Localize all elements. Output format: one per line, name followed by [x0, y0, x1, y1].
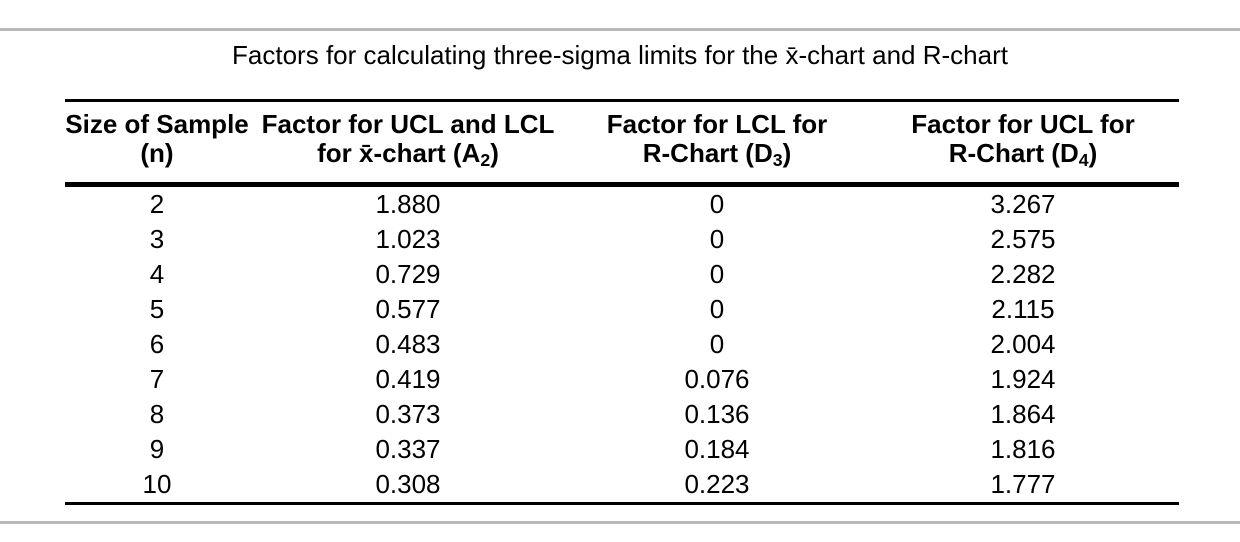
header-line1: Size of Sample — [65, 109, 249, 139]
table-cell-d4: 2.282 — [990, 259, 1056, 289]
table-cell-n: 4 — [149, 259, 165, 289]
table-cell-d4: 3.267 — [990, 189, 1056, 219]
table-cell-a2: 0.729 — [375, 259, 441, 289]
table-cell-d4: 1.816 — [990, 434, 1056, 464]
table-cell-d3: 0 — [709, 294, 725, 324]
table-cell-d3: 0 — [709, 259, 725, 289]
table-row: 3 1.023 0 2.575 — [65, 222, 1179, 257]
table-cell-a2: 0.419 — [375, 364, 441, 394]
table-cell-d4: 2.004 — [990, 329, 1056, 359]
table-row: 10 0.308 0.223 1.777 — [65, 467, 1179, 504]
table-cell-n: 10 — [142, 469, 172, 499]
table-cell-d3: 0 — [709, 224, 725, 254]
factors-table-container: Size of Sample (n) Factor for UCL and LC… — [65, 99, 1179, 505]
table-cell-d4: 1.924 — [990, 364, 1056, 394]
table-cell-a2: 0.483 — [375, 329, 441, 359]
table-cell-a2: 1.880 — [375, 189, 441, 219]
table-cell-d3: 0.184 — [684, 434, 750, 464]
table-cell-a2: 0.308 — [375, 469, 441, 499]
table-header-row: Size of Sample (n) Factor for UCL and LC… — [65, 100, 1179, 187]
table-row: 6 0.483 0 2.004 — [65, 327, 1179, 362]
table-row: 2 1.880 0 3.267 — [65, 185, 1179, 223]
table-cell-d3: 0.076 — [684, 364, 750, 394]
header-line2: R-Chart (D4) — [948, 138, 1098, 171]
table-cell-a2: 0.373 — [375, 399, 441, 429]
table-row: 4 0.729 0 2.282 — [65, 257, 1179, 292]
factors-table: Size of Sample (n) Factor for UCL and LC… — [65, 99, 1179, 505]
table-cell-n: 6 — [149, 329, 165, 359]
table-cell-d3: 0.223 — [684, 469, 750, 499]
header-line2: for x̄-chart (A2) — [317, 138, 499, 171]
header-line1: Factor for LCL for — [606, 109, 828, 139]
table-cell-n: 2 — [149, 189, 165, 219]
table-cell-d3: 0.136 — [684, 399, 750, 429]
table-cell-d4: 2.575 — [990, 224, 1056, 254]
header-line2: R-Chart (D3) — [642, 138, 792, 171]
table-row: 5 0.577 0 2.115 — [65, 292, 1179, 327]
table-cell-n: 5 — [149, 294, 165, 324]
table-title: Factors for calculating three-sigma limi… — [232, 40, 1008, 70]
table-cell-a2: 0.337 — [375, 434, 441, 464]
table-cell-n: 8 — [149, 399, 165, 429]
bottom-divider — [0, 521, 1240, 524]
table-cell-d4: 1.864 — [990, 399, 1056, 429]
table-cell-d3: 0 — [709, 189, 725, 219]
table-row: 7 0.419 0.076 1.924 — [65, 362, 1179, 397]
table-cell-n: 3 — [149, 224, 165, 254]
column-header-d3: Factor for LCL for R-Chart (D3) — [567, 100, 867, 187]
column-header-d4: Factor for UCL for R-Chart (D4) — [867, 100, 1179, 187]
top-divider — [0, 28, 1240, 31]
table-cell-n: 7 — [149, 364, 165, 394]
table-cell-d4: 2.115 — [991, 294, 1055, 324]
table-cell-a2: 0.577 — [375, 294, 441, 324]
header-line1: Factor for UCL and LCL — [261, 109, 555, 139]
table-cell-d3: 0 — [709, 329, 725, 359]
header-line2: (n) — [140, 138, 174, 168]
header-line1: Factor for UCL for — [911, 109, 1135, 139]
table-cell-a2: 1.023 — [375, 224, 441, 254]
column-header-sample-size: Size of Sample (n) — [65, 100, 249, 187]
table-row: 8 0.373 0.136 1.864 — [65, 397, 1179, 432]
column-header-a2: Factor for UCL and LCL for x̄-chart (A2) — [249, 100, 567, 187]
table-cell-d4: 1.777 — [990, 469, 1056, 499]
table-cell-n: 9 — [149, 434, 165, 464]
table-row: 9 0.337 0.184 1.816 — [65, 432, 1179, 467]
